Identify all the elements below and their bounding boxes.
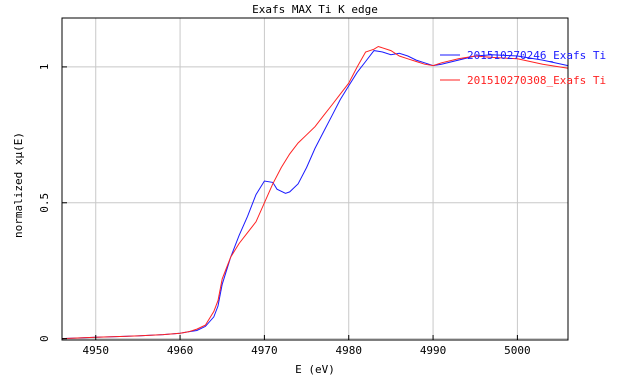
y-tick-label: 0 xyxy=(38,335,51,342)
grid xyxy=(62,18,568,340)
legend-label-1: 201510270246_Exafs Ti xyxy=(467,49,606,62)
x-tick-label: 4970 xyxy=(251,344,278,357)
x-tick-label: 4960 xyxy=(167,344,194,357)
y-axis-label: normalized xμ(E) xyxy=(12,132,25,238)
legend: 201510270246_Exafs Ti 201510270308_Exafs … xyxy=(440,49,606,87)
x-tick-label: 4980 xyxy=(335,344,362,357)
series-lines xyxy=(61,45,569,340)
series-line-2 xyxy=(61,45,569,340)
legend-label-2: 201510270308_Exafs Ti xyxy=(467,74,606,87)
y-tick-label: 1 xyxy=(38,64,51,71)
x-axis-label: E (eV) xyxy=(295,363,335,376)
axis-ticks: 4950 4960 4970 4980 4990 5000 0 0.5 1 xyxy=(38,64,531,357)
plot-frame xyxy=(61,17,569,341)
y-tick-label: 0.5 xyxy=(38,193,51,213)
x-tick-label: 5000 xyxy=(504,344,531,357)
x-tick-label: 4990 xyxy=(420,344,447,357)
chart-title: Exafs MAX Ti K edge xyxy=(252,3,378,16)
x-tick-label: 4950 xyxy=(82,344,109,357)
